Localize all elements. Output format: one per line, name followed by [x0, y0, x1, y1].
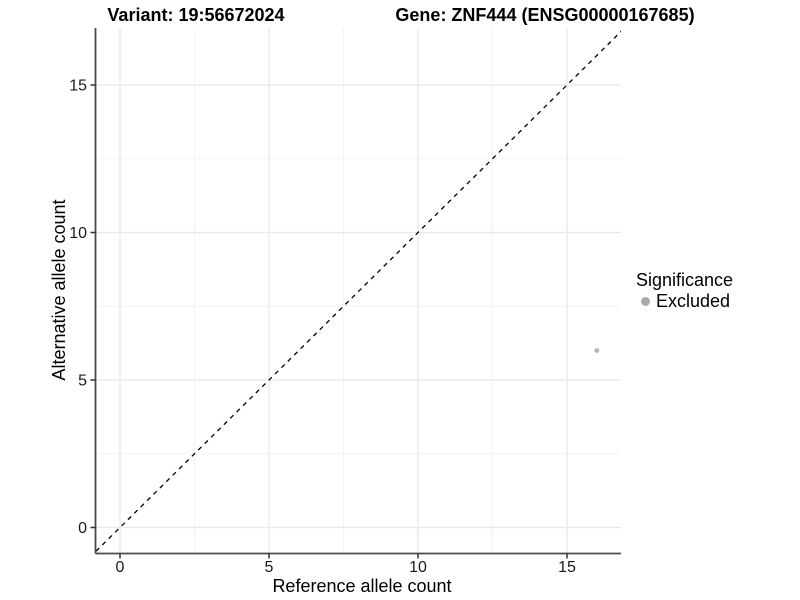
x-tick-label: 15 — [558, 559, 576, 576]
variant-title: Variant: 19:56672024 — [107, 5, 285, 25]
gene-title: Gene: ZNF444 (ENSG00000167685) — [395, 5, 695, 25]
y-tick-label: 5 — [78, 373, 87, 390]
y-tick-label: 10 — [69, 225, 87, 242]
x-tick-label: 5 — [265, 559, 274, 576]
y-tick-label: 15 — [69, 78, 87, 95]
legend-point-icon — [641, 297, 650, 306]
x-axis-title: Reference allele count — [272, 576, 452, 596]
legend-item-label: Excluded — [656, 291, 731, 311]
data-point — [594, 348, 600, 353]
legend-item-excluded: Excluded — [636, 291, 796, 312]
legend-title: Significance — [636, 270, 734, 290]
x-tick-label: 10 — [409, 559, 427, 576]
y-axis-title: Alternative allele count — [49, 199, 69, 381]
x-tick-label: 0 — [116, 559, 125, 576]
identity-line — [95, 30, 621, 553]
y-tick-label: 0 — [78, 520, 87, 537]
legend: Significance Excluded — [636, 270, 796, 312]
